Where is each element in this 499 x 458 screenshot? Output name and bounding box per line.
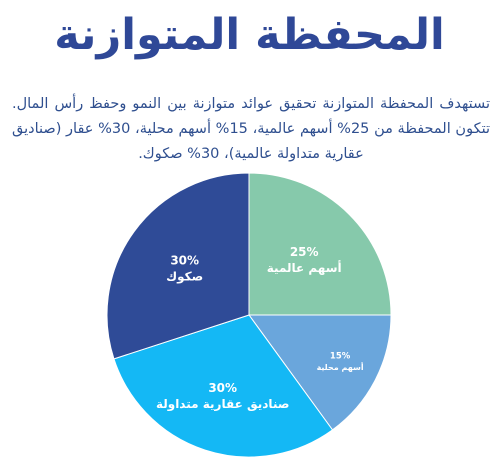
slice-name-label-local-equities: أسهم محلية [317,362,364,372]
pie-slice-reits [113,314,334,458]
slice-value-label-local-equities: 15% [330,351,351,361]
portfolio-description: تستهدف المحفظة المتوازنة تحقيق عوائد متو… [12,96,490,162]
slice-value-label-global-equities: 25% [290,245,319,259]
slice-name-label-global-equities: أسهم عالمية [267,260,342,275]
slice-name-label-sukuk: صكوك [166,270,203,285]
pie-slice-global-equities [248,172,392,316]
page-title: المحفظة المتوازنة [54,10,445,60]
slice-name-label-reits: صناديق عقارية متداولة [156,397,289,412]
pie-slice-sukuk [106,172,250,360]
pie-slice-local-equities [248,314,392,431]
slice-value-label-reits: 30% [208,381,237,395]
slice-value-label-sukuk: 30% [170,254,199,268]
